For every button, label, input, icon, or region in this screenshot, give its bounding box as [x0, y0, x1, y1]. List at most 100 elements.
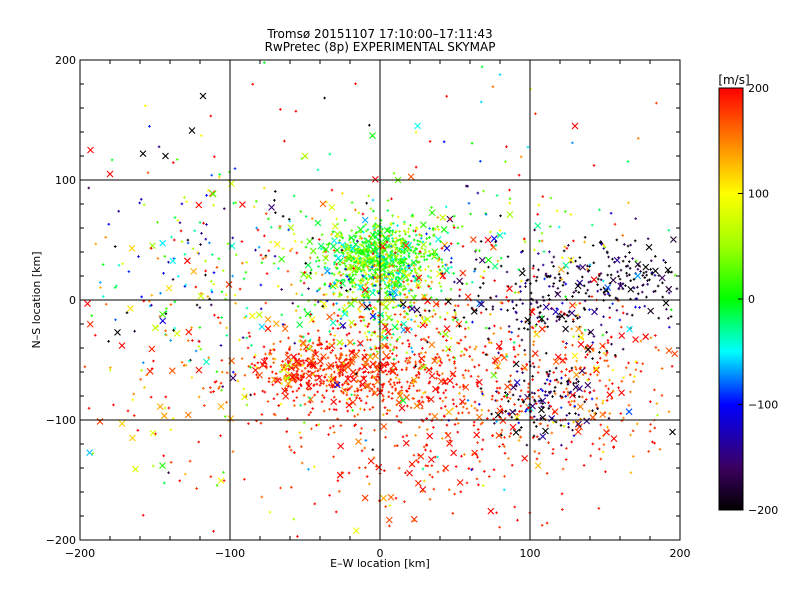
data-point: [556, 315, 560, 319]
data-point: [620, 379, 624, 383]
data-point: [439, 332, 442, 336]
data-point: [588, 391, 591, 395]
data-point: [422, 252, 426, 256]
data-point: [535, 275, 539, 279]
data-point: [361, 216, 369, 224]
data-point: [140, 295, 143, 299]
data-point: [320, 247, 323, 251]
data-point: [578, 256, 582, 259]
data-point: [395, 414, 399, 418]
data-point: [330, 232, 333, 236]
data-point: [585, 398, 588, 401]
data-point: [323, 96, 326, 100]
data-point: [394, 280, 398, 283]
data-point: [149, 429, 157, 437]
data-point: [263, 390, 267, 394]
chart-subtitle: RwPretec (8p) EXPERIMENTAL SKYMAP: [265, 40, 496, 54]
data-point: [349, 288, 352, 291]
data-point: [552, 264, 555, 268]
data-point: [534, 279, 538, 283]
data-point: [602, 352, 606, 355]
data-point: [329, 333, 332, 336]
data-point: [573, 404, 577, 408]
data-point: [547, 294, 550, 297]
data-point: [302, 421, 306, 424]
data-point: [390, 318, 394, 322]
data-point: [518, 410, 521, 413]
data-point: [395, 354, 398, 357]
data-point: [319, 382, 323, 385]
data-point: [425, 323, 428, 327]
data-point: [626, 325, 633, 333]
data-point: [299, 354, 303, 357]
data-point: [358, 367, 362, 370]
data-point: [438, 268, 442, 272]
data-point: [372, 318, 376, 322]
data-point: [410, 259, 418, 266]
data-point: [408, 360, 412, 364]
data-point: [456, 318, 460, 322]
data-point: [231, 450, 235, 453]
data-point: [577, 266, 581, 270]
data-point: [349, 243, 353, 247]
data-point: [389, 245, 393, 248]
data-point: [180, 360, 184, 364]
data-point: [499, 353, 503, 357]
data-point: [356, 283, 364, 291]
data-point: [382, 329, 385, 333]
data-point: [264, 256, 267, 259]
data-point: [272, 348, 276, 352]
data-point: [197, 440, 201, 444]
data-point: [302, 335, 305, 339]
data-point: [249, 365, 252, 369]
data-point: [271, 383, 275, 387]
data-point: [317, 338, 321, 342]
data-point: [610, 342, 613, 346]
data-point: [343, 304, 346, 307]
data-point: [349, 358, 352, 361]
data-point: [634, 368, 638, 372]
data-point: [356, 262, 360, 265]
data-point: [371, 370, 375, 374]
data-point: [369, 371, 373, 374]
data-point: [94, 242, 98, 246]
data-point: [606, 292, 610, 296]
data-point: [410, 269, 414, 273]
data-point: [386, 199, 390, 202]
data-point: [500, 340, 503, 343]
data-point: [264, 325, 272, 333]
data-point: [629, 373, 632, 377]
data-point: [367, 457, 375, 465]
data-point: [669, 308, 673, 312]
data-point: [165, 307, 168, 310]
data-point: [373, 260, 376, 264]
data-point: [597, 507, 601, 510]
data-point: [308, 256, 312, 260]
data-point: [421, 315, 424, 319]
data-point: [393, 383, 397, 387]
data-point: [261, 364, 264, 368]
data-point: [416, 400, 424, 408]
data-point: [624, 255, 627, 258]
data-point: [452, 374, 456, 378]
data-point: [325, 200, 328, 204]
data-point: [200, 232, 203, 235]
data-point: [470, 142, 474, 145]
data-point: [604, 384, 608, 388]
data-point: [313, 502, 317, 506]
data-point: [172, 328, 175, 332]
data-point: [390, 336, 394, 340]
data-point: [384, 291, 388, 295]
data-point: [428, 413, 432, 416]
data-point: [596, 277, 600, 281]
data-point: [247, 331, 251, 335]
data-point: [341, 261, 344, 265]
data-point: [363, 249, 367, 253]
data-point: [529, 402, 536, 410]
data-point: [592, 389, 596, 393]
colorbar-tick-label: 0: [748, 293, 755, 306]
data-point: [495, 420, 498, 423]
data-point: [199, 292, 203, 295]
data-point: [372, 375, 376, 379]
data-point: [157, 145, 161, 149]
